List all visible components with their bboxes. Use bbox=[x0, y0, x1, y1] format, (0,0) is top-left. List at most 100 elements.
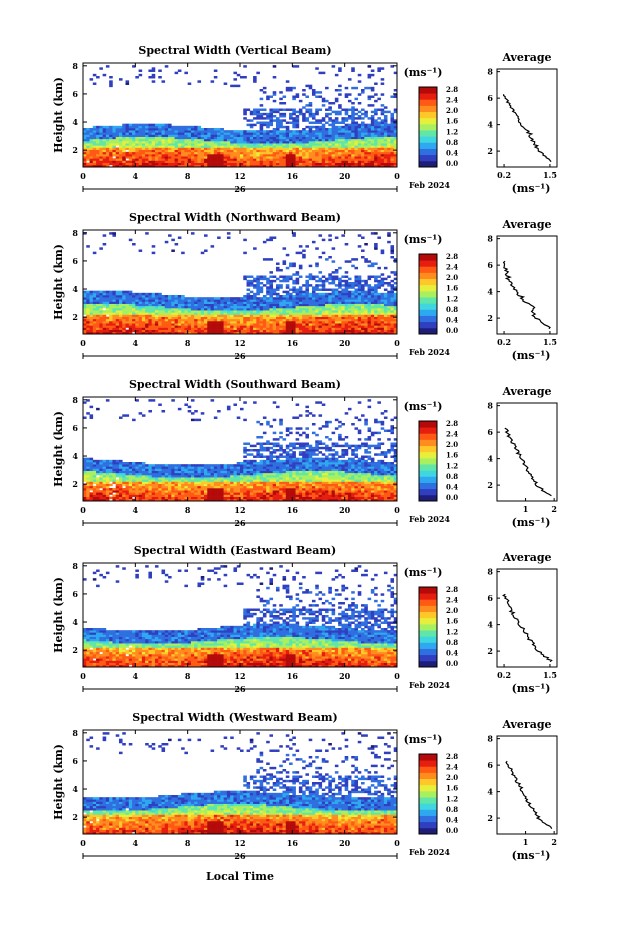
colorbar-tick-label: 1.2 bbox=[446, 461, 458, 470]
colorbar-swatch bbox=[419, 457, 437, 465]
heatmap-title: Spectral Width (Northward Beam) bbox=[129, 211, 341, 224]
colorbar-swatch bbox=[419, 439, 437, 447]
y-axis-label: Height (km) bbox=[52, 411, 65, 487]
y-tick-label: 6 bbox=[72, 256, 78, 266]
colorbar-tick-label: 2.8 bbox=[446, 85, 458, 94]
colorbar-swatch bbox=[419, 648, 437, 656]
y-tick-label: 4 bbox=[72, 784, 78, 794]
avg-y-tick-label: 4 bbox=[487, 287, 493, 297]
colorbar-tick-label: 2.0 bbox=[446, 606, 458, 615]
colorbar-swatch bbox=[419, 784, 437, 792]
average-title: Average bbox=[501, 385, 551, 398]
colorbar-swatch bbox=[419, 427, 437, 434]
average-profile-line bbox=[502, 260, 551, 330]
x-tick-label: 4 bbox=[133, 838, 139, 848]
x-tick-label: 4 bbox=[133, 338, 139, 348]
colorbar-tick-label: 2.4 bbox=[446, 430, 458, 439]
date-label: Feb 2024 bbox=[409, 514, 450, 524]
colorbar-swatch bbox=[419, 315, 437, 323]
colorbar-swatch bbox=[419, 148, 437, 156]
x-tick-label: 12 bbox=[234, 838, 245, 848]
colorbar-unit: (ms⁻¹) bbox=[404, 233, 443, 246]
colorbar-unit: (ms⁻¹) bbox=[404, 566, 443, 579]
colorbar-swatch bbox=[419, 476, 437, 483]
y-tick-label: 2 bbox=[72, 145, 78, 155]
colorbar-swatch bbox=[419, 617, 437, 625]
colorbar-tick-label: 0.4 bbox=[446, 315, 458, 324]
average-profile-line bbox=[505, 760, 553, 829]
date-label: Feb 2024 bbox=[409, 347, 450, 357]
y-tick-label: 8 bbox=[72, 61, 78, 71]
colorbar-tick-label: 0.4 bbox=[446, 148, 458, 157]
colorbar-swatch bbox=[419, 303, 437, 310]
average-frame bbox=[496, 68, 558, 168]
colorbar-swatch bbox=[419, 290, 437, 298]
colorbar-tick-label: 2.0 bbox=[446, 440, 458, 449]
day-label: 26 bbox=[234, 351, 246, 361]
colorbar-tick-label: 0.0 bbox=[446, 493, 458, 502]
colorbar-tick-label: 1.2 bbox=[446, 294, 458, 303]
colorbar-tick-label: 2.8 bbox=[446, 419, 458, 428]
y-tick-label: 8 bbox=[72, 228, 78, 238]
colorbar-swatch bbox=[419, 605, 437, 613]
y-tick-label: 8 bbox=[72, 561, 78, 571]
avg-y-tick-label: 2 bbox=[487, 146, 493, 156]
colorbar-tick-label: 2.8 bbox=[446, 752, 458, 761]
colorbar-swatch bbox=[419, 760, 437, 767]
y-tick-label: 8 bbox=[72, 395, 78, 405]
x-tick-label: 0 bbox=[80, 171, 86, 181]
colorbar-tick-label: 0.8 bbox=[446, 138, 458, 147]
average-profile-line bbox=[502, 593, 553, 663]
colorbar-swatch bbox=[419, 123, 437, 131]
colorbar-tick-label: 2.8 bbox=[446, 252, 458, 261]
average-x-label: (ms⁻¹) bbox=[512, 849, 551, 862]
x-tick-label: 0 bbox=[394, 671, 400, 681]
average-x-label: (ms⁻¹) bbox=[512, 182, 551, 195]
x-tick-label: 12 bbox=[234, 171, 245, 181]
x-tick-label: 0 bbox=[394, 338, 400, 348]
colorbar-swatch bbox=[419, 87, 437, 94]
colorbar-tick-label: 0.8 bbox=[446, 472, 458, 481]
colorbar-unit: (ms⁻¹) bbox=[404, 66, 443, 79]
colorbar-swatch bbox=[419, 587, 437, 594]
heatmap-title: Spectral Width (Eastward Beam) bbox=[134, 544, 336, 557]
avg-x-tick-label: 1.5 bbox=[543, 337, 557, 347]
colorbar-swatch bbox=[419, 433, 437, 440]
colorbar-tick-label: 0.4 bbox=[446, 648, 458, 657]
y-tick-label: 2 bbox=[72, 812, 78, 822]
colorbar-swatch bbox=[419, 117, 437, 125]
avg-y-tick-label: 2 bbox=[487, 646, 493, 656]
colorbar-swatch bbox=[419, 154, 437, 162]
colorbar-tick-label: 1.2 bbox=[446, 127, 458, 136]
colorbar-swatch bbox=[419, 142, 437, 149]
x-tick-label: 20 bbox=[339, 838, 351, 848]
x-tick-label: 8 bbox=[185, 171, 191, 181]
x-tick-label: 0 bbox=[394, 171, 400, 181]
avg-x-tick-label: 2 bbox=[551, 837, 557, 847]
colorbar-swatch bbox=[419, 470, 437, 477]
avg-y-tick-label: 6 bbox=[487, 593, 493, 603]
colorbar-swatch bbox=[419, 772, 437, 780]
heatmap-title: Spectral Width (Westward Beam) bbox=[132, 711, 337, 724]
day-label: 26 bbox=[234, 518, 246, 528]
y-tick-label: 2 bbox=[72, 312, 78, 322]
colorbar-frame bbox=[418, 586, 438, 668]
y-tick-label: 8 bbox=[72, 728, 78, 738]
colorbar-swatch bbox=[419, 827, 437, 835]
colorbar-swatch bbox=[419, 803, 437, 810]
y-tick-label: 4 bbox=[72, 284, 78, 294]
date-label: Feb 2024 bbox=[409, 180, 450, 190]
average-profile-line bbox=[504, 427, 552, 497]
colorbar-tick-label: 1.6 bbox=[446, 451, 458, 460]
heatmap-title: Spectral Width (Vertical Beam) bbox=[138, 44, 331, 57]
y-tick-label: 6 bbox=[72, 756, 78, 766]
colorbar-swatch bbox=[419, 266, 437, 273]
x-tick-label: 8 bbox=[185, 671, 191, 681]
x-tick-label: 4 bbox=[133, 671, 139, 681]
avg-y-tick-label: 4 bbox=[487, 454, 493, 464]
x-tick-label: 20 bbox=[339, 505, 351, 515]
colorbar-tick-label: 2.4 bbox=[446, 96, 458, 105]
colorbar-swatch bbox=[419, 809, 437, 816]
panel-3: Spectral Width (Eastward Beam) 2 4 6 8 0 4 8 12 1… bbox=[52, 544, 558, 695]
x-tick-label: 12 bbox=[234, 505, 245, 515]
